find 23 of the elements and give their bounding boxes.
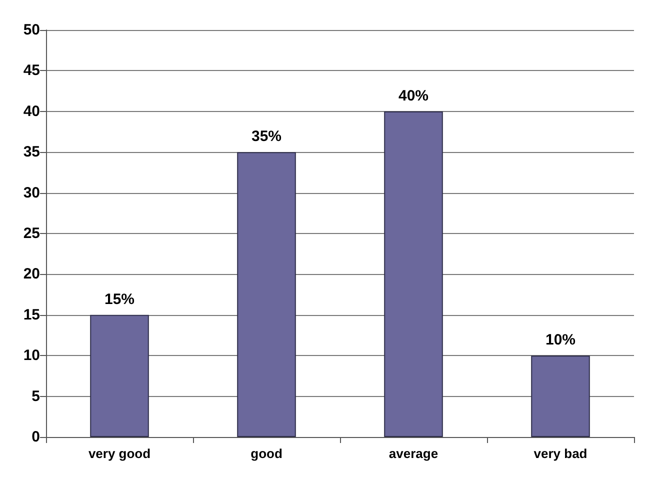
y-tick-label: 5 — [32, 388, 40, 405]
y-tick-label: 15 — [23, 306, 40, 324]
data-label: 35% — [251, 128, 282, 146]
data-label: 40% — [398, 87, 429, 104]
x-tick-label: good — [250, 446, 282, 461]
y-tick-label: 30 — [23, 184, 40, 202]
data-label: 10% — [545, 332, 576, 349]
y-tick-label: 40 — [23, 102, 40, 120]
bar — [531, 356, 590, 437]
bar — [90, 314, 149, 437]
x-tick-label: very good — [88, 446, 151, 461]
y-tick-label: 25 — [23, 225, 40, 242]
x-tick-label: very bad — [534, 446, 588, 461]
y-tick-label: 45 — [23, 62, 40, 80]
data-label: 15% — [104, 290, 135, 308]
y-tick-label: 20 — [23, 266, 40, 283]
bar — [384, 111, 443, 437]
y-tick-label: 50 — [23, 22, 40, 38]
y-tick-label: 10 — [23, 347, 40, 364]
y-tick-label: 35 — [23, 144, 40, 161]
bar — [237, 152, 296, 437]
x-tick-label: average — [388, 446, 438, 461]
y-tick-label: 0 — [32, 428, 40, 446]
